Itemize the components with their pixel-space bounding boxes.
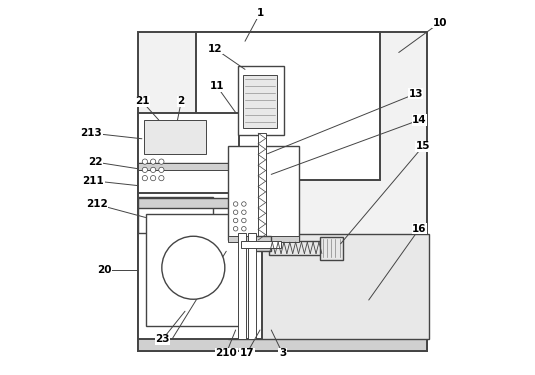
Text: 212: 212 xyxy=(86,200,108,209)
Bar xyxy=(228,146,300,240)
Text: 20: 20 xyxy=(97,265,112,275)
Circle shape xyxy=(233,210,238,214)
Text: 210: 210 xyxy=(216,348,237,358)
Bar xyxy=(248,232,256,339)
Bar xyxy=(138,112,239,199)
Bar xyxy=(146,214,245,326)
Bar xyxy=(138,32,427,351)
Bar xyxy=(320,237,342,260)
Text: 10: 10 xyxy=(433,18,447,27)
Circle shape xyxy=(159,176,164,181)
Circle shape xyxy=(242,210,246,214)
Text: 17: 17 xyxy=(240,348,254,358)
Circle shape xyxy=(162,236,225,299)
Circle shape xyxy=(233,202,238,206)
Bar xyxy=(258,133,265,240)
Circle shape xyxy=(150,176,156,181)
Bar xyxy=(243,75,277,128)
Bar xyxy=(238,66,285,135)
Circle shape xyxy=(242,226,246,231)
Circle shape xyxy=(150,159,156,164)
Bar xyxy=(138,198,243,208)
Circle shape xyxy=(159,167,164,172)
Text: 23: 23 xyxy=(155,334,170,344)
Text: 211: 211 xyxy=(82,176,104,186)
Bar xyxy=(238,232,246,339)
Text: 13: 13 xyxy=(408,89,423,99)
Bar xyxy=(196,32,380,180)
Bar xyxy=(138,197,213,232)
Text: 14: 14 xyxy=(412,115,427,125)
Text: 16: 16 xyxy=(412,224,426,234)
Circle shape xyxy=(242,218,246,223)
Circle shape xyxy=(142,159,148,164)
Circle shape xyxy=(159,159,164,164)
Bar xyxy=(138,163,239,170)
Text: 11: 11 xyxy=(210,81,224,91)
Bar xyxy=(144,120,205,154)
Circle shape xyxy=(142,176,148,181)
Circle shape xyxy=(233,218,238,223)
Circle shape xyxy=(142,167,148,172)
Text: 213: 213 xyxy=(80,128,102,138)
Bar xyxy=(228,236,300,242)
Text: 15: 15 xyxy=(416,141,430,151)
Bar xyxy=(241,241,281,248)
Text: 21: 21 xyxy=(135,96,149,106)
Text: 2: 2 xyxy=(178,96,185,106)
Circle shape xyxy=(150,167,156,172)
Text: 12: 12 xyxy=(208,44,222,54)
Text: 3: 3 xyxy=(279,348,286,358)
Bar xyxy=(138,193,262,339)
Circle shape xyxy=(242,202,246,206)
Bar xyxy=(228,234,429,339)
Text: 22: 22 xyxy=(88,157,102,167)
Bar xyxy=(250,236,271,251)
Circle shape xyxy=(233,226,238,231)
Bar xyxy=(138,319,427,351)
Text: 1: 1 xyxy=(256,8,264,18)
Bar xyxy=(270,241,322,255)
